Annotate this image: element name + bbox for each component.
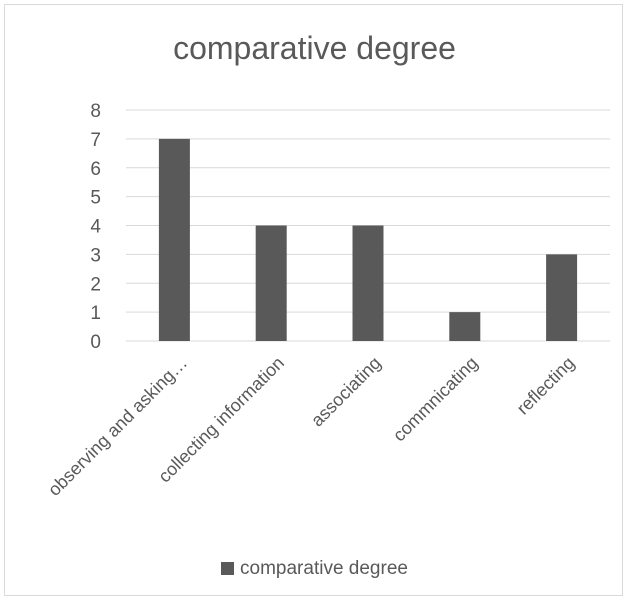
y-tick-label: 7 <box>90 130 101 151</box>
bar-2 <box>352 225 384 341</box>
chart-frame <box>4 4 623 596</box>
y-tick-label: 2 <box>90 274 101 295</box>
bars <box>158 138 578 341</box>
x-category-label: associating <box>307 353 385 431</box>
y-tick-label: 0 <box>90 332 101 353</box>
y-tick-label: 6 <box>90 159 101 180</box>
y-tick-label: 3 <box>90 245 101 266</box>
legend-label: comparative degree <box>240 558 408 579</box>
x-category-label: reflecting <box>513 353 579 419</box>
chart-title: comparative degree <box>173 30 456 66</box>
bar-4 <box>546 254 578 341</box>
y-tick-label: 1 <box>90 303 101 324</box>
bar-1 <box>255 225 287 341</box>
x-category-label: commnicating <box>389 353 482 446</box>
y-tick-label: 5 <box>90 188 101 209</box>
bar-0 <box>158 138 190 341</box>
chart-legend: comparative degree <box>0 558 629 580</box>
legend-swatch <box>221 562 235 575</box>
bar-3 <box>449 312 481 341</box>
x-axis-category-labels: observing and asking…collecting informat… <box>44 353 578 500</box>
y-axis-tick-labels: 0 1 2 3 4 5 6 7 8 <box>90 101 101 353</box>
y-tick-label: 4 <box>90 217 101 238</box>
y-tick-label: 8 <box>90 101 101 122</box>
